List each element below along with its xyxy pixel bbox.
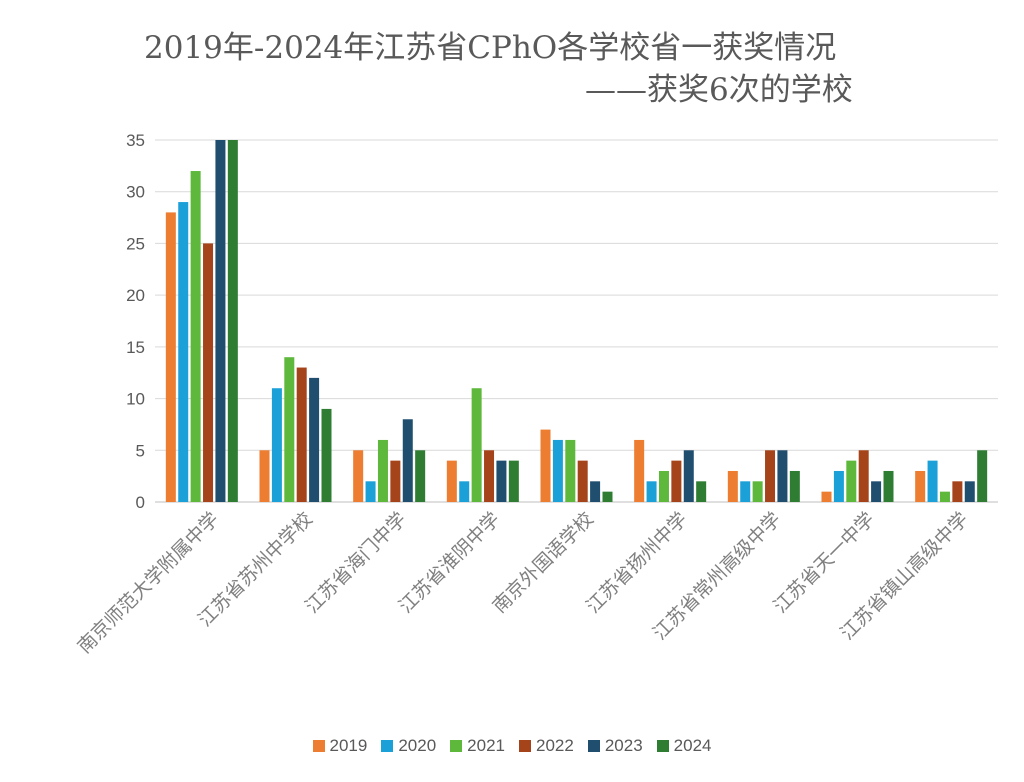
bar-2021-9	[939, 491, 950, 502]
bar-2020-5	[552, 439, 563, 502]
bar-2024-6	[696, 481, 707, 502]
bar-2019-7	[727, 470, 738, 502]
legend-label: 2022	[536, 736, 574, 755]
bar-2023-3	[402, 419, 413, 502]
bar-2022-6	[671, 460, 682, 502]
legend-item-2023: 2023	[587, 736, 643, 756]
bar-2024-9	[977, 450, 988, 502]
bar-2020-9	[927, 460, 938, 502]
bar-2023-4	[496, 460, 507, 502]
y-tick-label: 30	[126, 183, 145, 202]
bar-2019-1	[165, 212, 176, 502]
bar-2021-3	[377, 439, 388, 502]
bar-2022-5	[577, 460, 588, 502]
bar-2022-8	[858, 450, 869, 502]
legend-swatch	[656, 740, 669, 752]
legend-label: 2019	[329, 736, 368, 755]
bar-2020-8	[833, 470, 844, 502]
bar-2022-2	[296, 367, 307, 502]
bar-2020-6	[646, 481, 657, 502]
legend-swatch	[519, 740, 531, 752]
bar-2020-4	[459, 481, 470, 502]
legend-label: 2023	[604, 736, 643, 755]
bar-2022-9	[952, 481, 963, 502]
bar-2021-5	[565, 439, 576, 502]
bar-2022-3	[390, 460, 401, 502]
bar-2023-1	[215, 140, 226, 502]
bar-2019-9	[915, 470, 926, 502]
bar-2021-8	[846, 460, 857, 502]
bar-2024-1	[227, 140, 238, 502]
bar-2019-4	[446, 460, 457, 502]
legend-label: 2021	[467, 736, 505, 755]
legend-item-2024: 2024	[656, 736, 712, 756]
y-tick-label: 20	[126, 286, 145, 305]
bar-2021-2	[284, 357, 295, 502]
x-tick-label: 南京师范大学附属中学	[73, 508, 223, 658]
chart-title: 2019年-2024年江苏省CPhO各学校省一获奖情况	[144, 30, 837, 66]
bar-2020-3	[365, 481, 376, 502]
bar-2023-9	[964, 481, 975, 502]
bar-2023-5	[590, 481, 601, 502]
bar-2023-7	[777, 450, 788, 502]
y-tick-label: 0	[136, 493, 145, 512]
legend-item-2021: 2021	[450, 736, 505, 756]
legend-item-2019: 2019	[312, 736, 368, 756]
bar-2020-7	[740, 481, 751, 502]
legend-swatch	[381, 740, 394, 752]
y-tick-label: 10	[126, 390, 145, 409]
bar-2024-5	[602, 491, 613, 502]
legend-item-2020: 2020	[381, 736, 436, 756]
bar-2023-8	[871, 481, 882, 502]
y-tick-label: 15	[126, 338, 145, 357]
bar-2022-1	[203, 243, 214, 502]
y-tick-label: 25	[126, 234, 145, 253]
bar-2019-6	[634, 439, 645, 502]
bar-2020-2	[271, 388, 282, 502]
bar-2024-7	[789, 470, 800, 502]
bar-2021-4	[471, 388, 482, 502]
bar-2022-4	[484, 450, 495, 502]
bar-2024-8	[883, 470, 894, 502]
bar-2020-1	[178, 202, 189, 503]
bar-2024-3	[415, 450, 426, 502]
legend-item-2022: 2022	[519, 736, 574, 756]
legend-swatch	[587, 740, 600, 752]
legend: 2019 2020 2021 2022 2023 2024	[0, 736, 1024, 756]
legend-label: 2020	[398, 736, 437, 755]
y-tick-label: 35	[126, 131, 145, 150]
bar-2019-2	[259, 450, 270, 502]
legend-label: 2024	[673, 736, 712, 755]
bar-2024-4	[508, 460, 519, 502]
bar-2019-3	[353, 450, 364, 502]
chart-subtitle: ——获奖6次的学校	[585, 72, 853, 108]
legend-swatch	[312, 740, 325, 752]
bar-2021-7	[752, 481, 763, 502]
bar-2024-2	[321, 408, 332, 502]
bar-2019-5	[540, 429, 551, 502]
bar-2022-7	[765, 450, 776, 502]
legend-swatch	[450, 740, 463, 752]
bar-2019-8	[821, 491, 832, 502]
bar-2021-1	[190, 171, 201, 502]
y-tick-label: 5	[136, 441, 145, 460]
bar-2021-6	[658, 470, 669, 502]
bar-2023-6	[683, 450, 694, 502]
bar-2023-2	[309, 377, 320, 502]
